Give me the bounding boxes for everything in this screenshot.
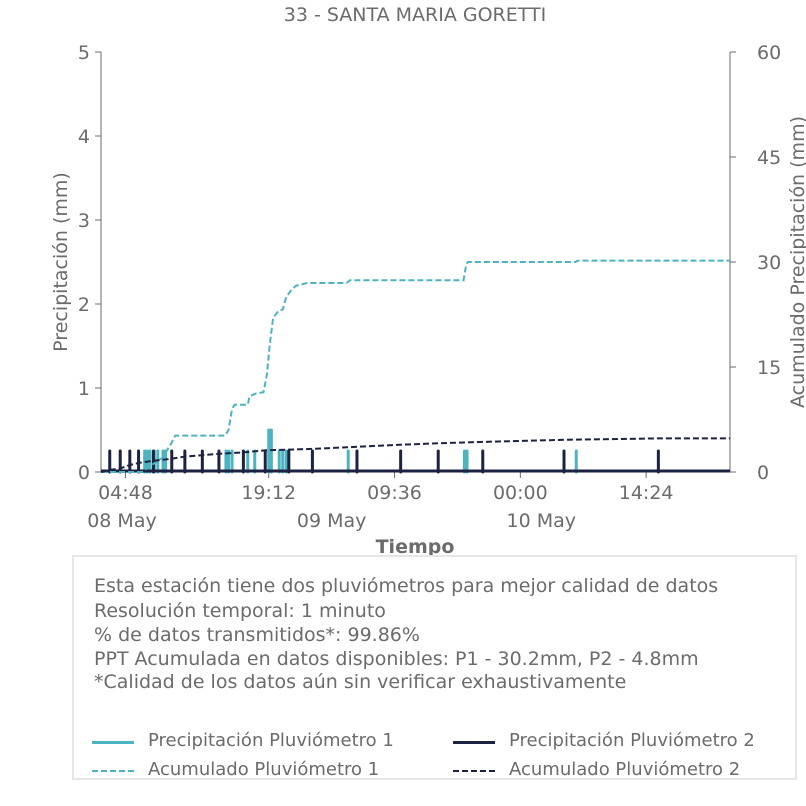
y-tick-right-label: 0	[757, 462, 769, 484]
x-date-label: 10 May	[507, 510, 577, 532]
x-tick-label: 14:24	[619, 482, 674, 504]
y-tick-right-label: 45	[757, 147, 781, 169]
x-tick-label: 00:00	[493, 482, 548, 504]
legend-label-p2: Precipitación Pluviómetro 2	[509, 730, 755, 751]
info-transmitted: % de datos transmitidos*: 99.86%	[94, 624, 420, 646]
legend-label-a2: Acumulado Pluviómetro 2	[509, 759, 741, 780]
cumulative-line-1	[101, 259, 730, 473]
x-date-label: 08 May	[87, 510, 157, 532]
legend-swatch-a2	[453, 770, 495, 772]
rainfall-chart: 33 - SANTA MARIA GORETTI 012345015304560…	[50, 4, 806, 558]
y-tick-left-label: 4	[78, 126, 90, 148]
y-tick-right-label: 60	[757, 42, 781, 64]
x-tick-label: 09:36	[367, 482, 422, 504]
legend-label-p1: Precipitación Pluviómetro 1	[148, 730, 394, 751]
y-axis-left-label: Precipitación (mm)	[50, 172, 72, 352]
cumulative-line-2	[100, 437, 730, 473]
x-tick-label: 04:48	[98, 482, 153, 504]
legend-swatch-a1	[92, 770, 134, 772]
x-tick-label: 19:12	[241, 482, 296, 504]
y-tick-left-label: 3	[78, 210, 90, 232]
info-resolution: Resolución temporal: 1 minuto	[94, 600, 386, 622]
info-accumulated: PPT Acumulada en datos disponibles: P1 -…	[94, 648, 699, 670]
y-tick-left-label: 0	[78, 462, 90, 484]
chart-title: 33 - SANTA MARIA GORETTI	[284, 4, 547, 26]
y-tick-right-label: 30	[757, 252, 781, 274]
y-tick-left-label: 5	[78, 42, 90, 64]
info-station-note: Esta estación tiene dos pluviómetros par…	[94, 575, 719, 597]
x-axis-label: Tiempo	[376, 536, 455, 558]
info-quality-note: *Calidad de los datos aún sin verificar …	[94, 671, 627, 693]
x-date-label: 09 May	[297, 510, 367, 532]
info-box: Esta estación tiene dos pluviómetros par…	[72, 555, 797, 780]
legend-swatch-p2	[453, 741, 495, 744]
legend-label-a1: Acumulado Pluviómetro 1	[148, 759, 380, 780]
y-axis-right-label: Acumulado Precipitación (mm)	[787, 116, 806, 408]
y-tick-right-label: 15	[757, 357, 781, 379]
y-tick-left-label: 1	[78, 378, 90, 400]
y-tick-left-label: 2	[78, 294, 90, 316]
legend-swatch-p1	[92, 741, 134, 744]
